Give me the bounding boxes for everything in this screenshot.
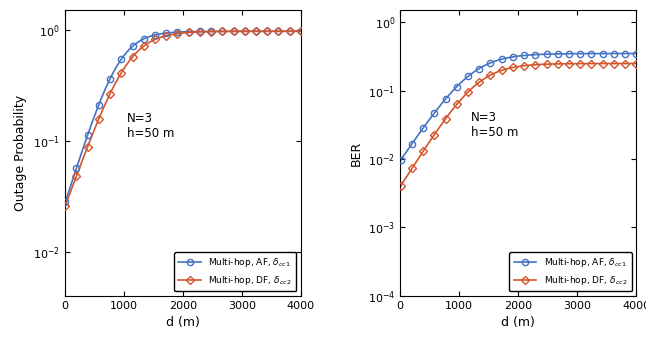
Y-axis label: Outage Probability: Outage Probability [14, 95, 27, 211]
Legend: Multi-hop, AF, $\delta_{cc1}$, Multi-hop, DF, $\delta_{cc2}$: Multi-hop, AF, $\delta_{cc1}$, Multi-hop… [174, 252, 297, 291]
X-axis label: d (m): d (m) [501, 316, 535, 329]
Text: N=3
h=50 m: N=3 h=50 m [471, 111, 518, 139]
Y-axis label: BER: BER [349, 140, 362, 166]
Text: N=3
h=50 m: N=3 h=50 m [127, 112, 174, 140]
Legend: Multi-hop, AF, $\delta_{cc1}$, Multi-hop, DF, $\delta_{cc2}$: Multi-hop, AF, $\delta_{cc1}$, Multi-hop… [510, 252, 632, 291]
X-axis label: d (m): d (m) [166, 316, 200, 329]
